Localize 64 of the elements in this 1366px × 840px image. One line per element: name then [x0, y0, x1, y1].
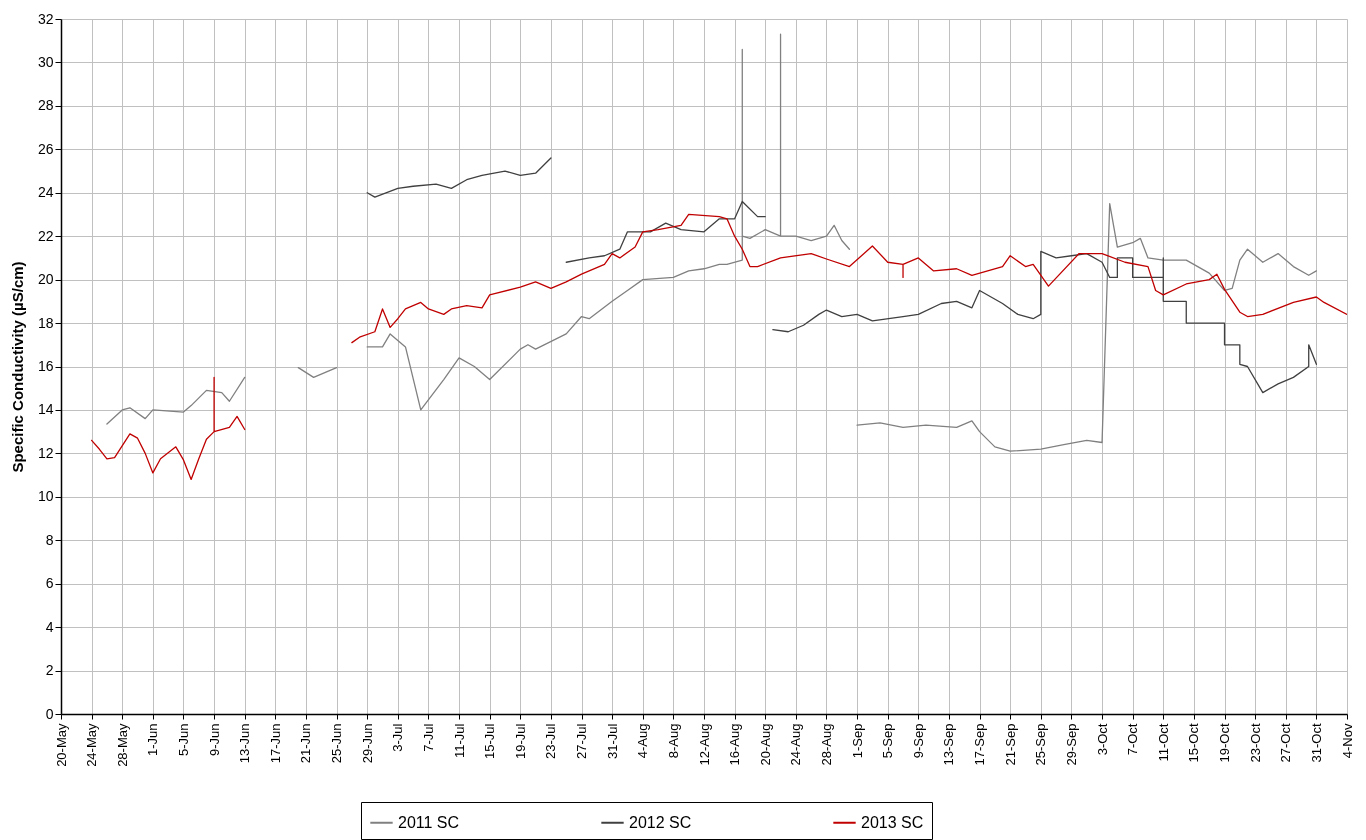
y-tick-label: 0 — [45, 705, 54, 722]
x-tick-label: 31-Jul — [604, 723, 620, 759]
y-tick-label: 16 — [37, 358, 54, 374]
legend-label: 2013 SC — [861, 813, 924, 831]
x-tick-label: 4-Aug — [635, 723, 651, 759]
y-tick-label: 24 — [37, 184, 54, 201]
x-tick-label: 27-Oct — [1278, 723, 1294, 763]
x-tick-label: 17-Jun — [267, 723, 283, 764]
y-tick-label: 6 — [45, 575, 54, 592]
x-tick-label: 4-Nov — [1339, 723, 1355, 759]
x-tick-label: 23-Oct — [1247, 723, 1263, 763]
x-tick-label: 24-May — [84, 723, 100, 767]
x-tick-label: 5-Jun — [175, 723, 191, 757]
y-tick-label: 14 — [37, 401, 54, 418]
y-tick-label: 28 — [37, 97, 54, 114]
y-tick-label: 30 — [37, 53, 54, 70]
y-tick-label: 20 — [37, 271, 54, 288]
x-tick-label: 13-Jun — [237, 723, 253, 764]
y-tick-label: 32 — [37, 10, 54, 27]
y-tick-label: 12 — [37, 444, 54, 461]
y-tick-label: 4 — [45, 618, 54, 635]
x-tick-label: 15-Jul — [482, 723, 498, 759]
x-tick-label: 11-Oct — [1155, 723, 1171, 762]
x-tick-label: 19-Oct — [1217, 723, 1233, 763]
x-tick-label: 23-Jul — [543, 723, 559, 759]
y-tick-label: 10 — [37, 488, 54, 505]
x-tick-label: 7-Jul — [420, 723, 436, 752]
x-tick-label: 20-Aug — [757, 723, 773, 766]
x-tick-label: 28-Aug — [818, 723, 834, 766]
x-tick-label: 17-Sep — [972, 723, 988, 766]
y-tick-label: 22 — [37, 227, 54, 244]
x-tick-label: 1-Sep — [849, 723, 865, 759]
x-tick-label: 24-Aug — [788, 723, 804, 766]
x-tick-label: 7-Oct — [1125, 723, 1141, 756]
x-tick-label: 1-Jun — [145, 723, 161, 757]
x-tick-label: 5-Sep — [880, 723, 896, 759]
x-tick-label: 28-May — [114, 723, 130, 767]
legend-label: 2012 SC — [629, 813, 692, 831]
x-tick-label: 19-Jul — [512, 723, 528, 759]
x-tick-label: 11-Jul — [451, 723, 467, 758]
x-tick-label: 3-Jul — [390, 723, 406, 752]
y-tick-label: 8 — [45, 531, 54, 548]
x-tick-label: 16-Aug — [727, 723, 743, 766]
x-tick-label: 9-Sep — [910, 723, 926, 759]
x-tick-label: 27-Jul — [574, 723, 590, 759]
legend-label: 2011 SC — [398, 813, 460, 831]
x-tick-label: 29-Jun — [359, 723, 375, 764]
x-tick-label: 25-Jun — [329, 723, 345, 764]
x-tick-label: 13-Sep — [941, 723, 957, 766]
x-tick-label: 9-Jun — [206, 723, 222, 757]
x-tick-label: 8-Aug — [665, 723, 681, 759]
x-tick-label: 21-Jun — [298, 723, 314, 764]
x-tick-label: 31-Oct — [1308, 723, 1324, 763]
y-axis-title: Specific Conductivity (µS/cm) — [8, 261, 26, 473]
x-tick-label: 12-Aug — [696, 723, 712, 766]
y-tick-label: 2 — [45, 662, 54, 679]
x-tick-label: 15-Oct — [1186, 723, 1202, 763]
x-tick-label: 3-Oct — [1094, 723, 1110, 756]
x-tick-label: 29-Sep — [1063, 723, 1079, 766]
x-tick-label: 20-May — [53, 723, 69, 767]
y-tick-label: 26 — [37, 140, 54, 157]
x-tick-label: 21-Sep — [1002, 723, 1018, 766]
y-tick-label: 18 — [37, 314, 54, 331]
x-tick-label: 25-Sep — [1033, 723, 1049, 766]
